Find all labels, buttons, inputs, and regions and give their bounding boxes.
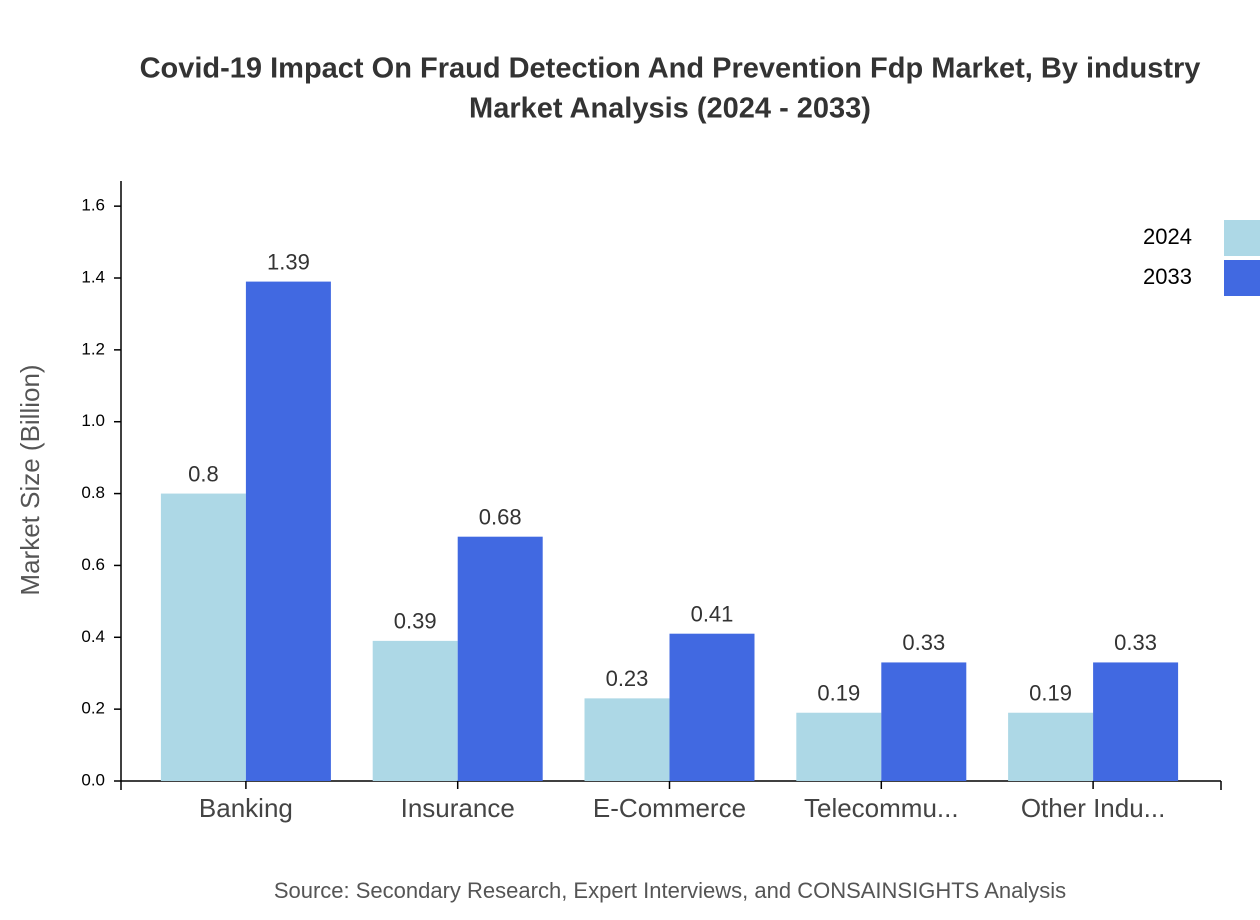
y-tick-label: 1.0 (81, 411, 105, 430)
bar-value-label: 0.39 (394, 609, 437, 634)
bar-value-label: 1.39 (267, 249, 310, 274)
y-tick-label: 0.8 (81, 483, 105, 502)
y-tick-label: 0.4 (81, 627, 105, 646)
bar (160, 493, 246, 781)
bar (1093, 662, 1179, 781)
bar-value-label: 0.33 (902, 630, 945, 655)
chart-title: Market Analysis (2024 - 2033) (469, 93, 871, 125)
y-tick-label: 0.2 (81, 699, 105, 718)
legend-swatch (1224, 220, 1260, 256)
x-tick-label: Other Indu... (1021, 793, 1166, 823)
bar (881, 662, 967, 781)
bar (796, 712, 882, 781)
y-tick-label: 1.2 (81, 339, 105, 358)
legend-label: 2024 (1143, 224, 1192, 249)
bar (1008, 712, 1094, 781)
legend-swatch (1224, 260, 1260, 296)
bar-value-label: 0.8 (188, 461, 219, 486)
x-tick-label: Telecommu... (804, 793, 959, 823)
bar-value-label: 0.68 (479, 505, 522, 530)
bar (669, 633, 755, 781)
y-tick-label: 0.6 (81, 555, 105, 574)
x-tick-label: Banking (199, 793, 293, 823)
x-tick-label: E-Commerce (593, 793, 746, 823)
bar (584, 698, 670, 781)
bar-value-label: 0.33 (1114, 630, 1157, 655)
y-tick-label: 1.4 (81, 267, 105, 286)
source-note: Source: Secondary Research, Expert Inter… (274, 878, 1066, 903)
bar-value-label: 0.19 (817, 681, 860, 706)
chart-title: Covid-19 Impact On Fraud Detection And P… (140, 53, 1201, 85)
y-tick-label: 0.0 (81, 770, 105, 789)
bar-value-label: 0.19 (1029, 681, 1072, 706)
legend-label: 2033 (1143, 264, 1192, 289)
bar (457, 536, 543, 781)
y-tick-label: 1.6 (81, 196, 105, 215)
bar (245, 281, 331, 781)
x-tick-label: Insurance (401, 793, 515, 823)
bar-value-label: 0.23 (606, 666, 649, 691)
y-axis-label: Market Size (Billion) (15, 364, 45, 595)
bar (372, 640, 458, 781)
bar-value-label: 0.41 (691, 602, 734, 627)
